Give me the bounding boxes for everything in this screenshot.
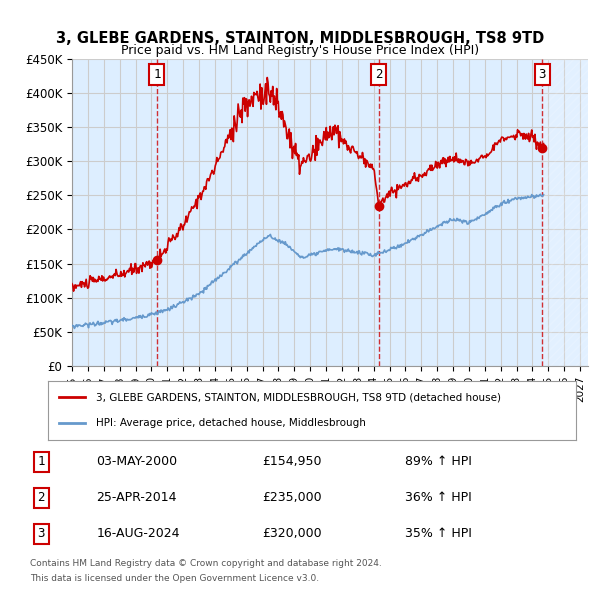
Text: 1: 1 bbox=[153, 68, 161, 81]
Text: This data is licensed under the Open Government Licence v3.0.: This data is licensed under the Open Gov… bbox=[30, 574, 319, 583]
Text: 2: 2 bbox=[37, 491, 45, 504]
Text: 3, GLEBE GARDENS, STAINTON, MIDDLESBROUGH, TS8 9TD: 3, GLEBE GARDENS, STAINTON, MIDDLESBROUG… bbox=[56, 31, 544, 46]
Text: £154,950: £154,950 bbox=[262, 455, 322, 468]
Text: 16-AUG-2024: 16-AUG-2024 bbox=[96, 527, 180, 540]
Text: £235,000: £235,000 bbox=[262, 491, 322, 504]
Text: 3: 3 bbox=[539, 68, 546, 81]
Text: Price paid vs. HM Land Registry's House Price Index (HPI): Price paid vs. HM Land Registry's House … bbox=[121, 44, 479, 57]
Text: £320,000: £320,000 bbox=[262, 527, 322, 540]
Text: Contains HM Land Registry data © Crown copyright and database right 2024.: Contains HM Land Registry data © Crown c… bbox=[30, 559, 382, 568]
Text: 2: 2 bbox=[375, 68, 382, 81]
Text: 1: 1 bbox=[37, 455, 45, 468]
Text: 89% ↑ HPI: 89% ↑ HPI bbox=[406, 455, 472, 468]
Text: 03-MAY-2000: 03-MAY-2000 bbox=[96, 455, 178, 468]
Text: HPI: Average price, detached house, Middlesbrough: HPI: Average price, detached house, Midd… bbox=[95, 418, 365, 428]
Bar bbox=[542, 59, 588, 366]
Text: 36% ↑ HPI: 36% ↑ HPI bbox=[406, 491, 472, 504]
Text: 35% ↑ HPI: 35% ↑ HPI bbox=[406, 527, 472, 540]
Text: 3, GLEBE GARDENS, STAINTON, MIDDLESBROUGH, TS8 9TD (detached house): 3, GLEBE GARDENS, STAINTON, MIDDLESBROUG… bbox=[95, 392, 500, 402]
Text: 3: 3 bbox=[37, 527, 45, 540]
Text: 25-APR-2014: 25-APR-2014 bbox=[96, 491, 177, 504]
